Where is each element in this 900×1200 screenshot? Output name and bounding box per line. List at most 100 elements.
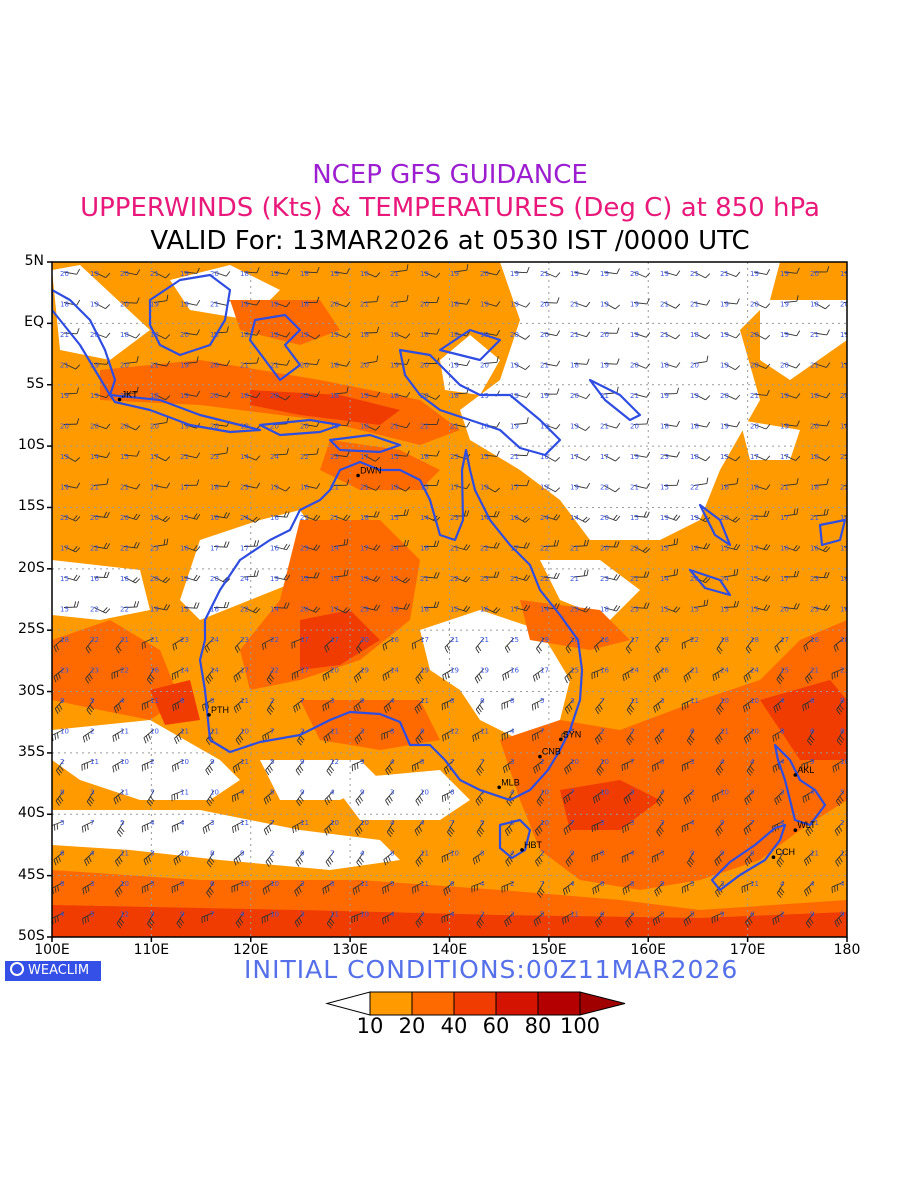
temp-value: 12 bbox=[120, 911, 129, 919]
wind-barb bbox=[385, 759, 395, 776]
temp-value: 8 bbox=[210, 850, 214, 858]
wind-barb bbox=[262, 637, 275, 650]
wind-barb bbox=[813, 545, 831, 553]
temp-value: 18 bbox=[120, 331, 129, 339]
wind-barb bbox=[385, 790, 395, 806]
wind-barb bbox=[382, 637, 395, 651]
wind-barb bbox=[536, 790, 545, 807]
temp-value: 5 bbox=[480, 819, 484, 827]
wind-barb bbox=[686, 729, 695, 746]
temp-value: 7 bbox=[450, 819, 454, 827]
wind-barb bbox=[393, 264, 409, 273]
temp-value: 22 bbox=[540, 545, 549, 553]
temp-value: 16 bbox=[840, 575, 849, 583]
temp-value: 21 bbox=[750, 514, 759, 522]
wind-barb bbox=[382, 668, 395, 682]
temp-value: 20 bbox=[300, 423, 309, 431]
temp-value: 20 bbox=[180, 331, 189, 339]
temp-value: 23 bbox=[630, 606, 639, 614]
temp-value: 3 bbox=[210, 819, 214, 827]
temp-value: 11 bbox=[300, 819, 309, 827]
wind-barb bbox=[356, 637, 365, 654]
temp-value: 19 bbox=[690, 514, 699, 522]
temp-value: 18 bbox=[360, 514, 369, 522]
lon-label: 150E bbox=[531, 942, 567, 958]
temp-value: 5 bbox=[840, 789, 844, 797]
wind-barb bbox=[603, 514, 621, 522]
wind-barb bbox=[471, 881, 485, 893]
temp-value: 18 bbox=[810, 301, 819, 309]
temp-value: 18 bbox=[420, 453, 429, 461]
wind-barb bbox=[266, 668, 275, 685]
temp-value: 21 bbox=[420, 575, 429, 583]
temp-value: 20 bbox=[810, 423, 819, 431]
temp-value: 19 bbox=[510, 301, 519, 309]
wind-barb bbox=[543, 297, 560, 304]
wind-barb bbox=[363, 355, 379, 364]
temp-value: 10 bbox=[270, 880, 279, 888]
temp-value: 22 bbox=[840, 453, 849, 461]
wind-barb bbox=[783, 570, 800, 578]
temp-value: 20 bbox=[330, 301, 339, 309]
temp-value: 7 bbox=[300, 697, 304, 705]
temp-value: 20 bbox=[690, 575, 699, 583]
wind-barb bbox=[146, 668, 155, 685]
temp-value: 21 bbox=[750, 392, 759, 400]
wind-barb bbox=[333, 301, 351, 308]
temp-value: 17 bbox=[150, 484, 159, 492]
temp-value: 11 bbox=[750, 880, 759, 888]
wind-barb bbox=[745, 637, 755, 654]
wind-barb bbox=[123, 450, 140, 457]
wind-barb bbox=[693, 543, 711, 550]
temp-value: 20 bbox=[780, 362, 789, 370]
wind-barb bbox=[393, 576, 411, 584]
temp-value: 19 bbox=[300, 331, 309, 339]
temp-value: 24 bbox=[630, 667, 639, 675]
wind-barb bbox=[633, 418, 650, 425]
temp-value: 6 bbox=[180, 697, 185, 705]
wind-barb bbox=[805, 912, 815, 929]
wind-barb bbox=[423, 572, 440, 579]
wind-barb bbox=[693, 421, 711, 428]
temp-value: 19 bbox=[720, 423, 729, 431]
station-label: SYN bbox=[563, 729, 582, 739]
wind-barb bbox=[123, 297, 140, 304]
wind-barb bbox=[141, 698, 155, 711]
wind-barb bbox=[681, 637, 695, 650]
temp-value: 19 bbox=[480, 484, 489, 492]
wind-barb bbox=[233, 851, 245, 866]
wind-barb bbox=[622, 881, 635, 895]
wind-barb bbox=[562, 912, 575, 925]
wind-barb bbox=[723, 298, 740, 305]
wind-barb bbox=[513, 302, 531, 308]
wind-barb bbox=[233, 698, 245, 714]
wind-barb bbox=[813, 571, 830, 579]
wind-barb bbox=[141, 881, 155, 894]
wind-barb bbox=[213, 481, 230, 488]
wind-barb bbox=[243, 357, 260, 364]
temp-value: 19 bbox=[540, 484, 549, 492]
wind-barb bbox=[807, 729, 815, 746]
temp-value: 15 bbox=[750, 575, 759, 583]
wind-barb bbox=[573, 301, 591, 308]
temp-value: 8 bbox=[420, 728, 424, 736]
wind-barb bbox=[835, 851, 845, 867]
temp-value: 10 bbox=[750, 728, 759, 736]
wind-barb bbox=[626, 729, 635, 746]
wind-barb bbox=[533, 759, 545, 774]
wind-barb bbox=[592, 790, 605, 804]
wind-barb bbox=[183, 545, 201, 552]
lon-label: 100E bbox=[34, 942, 70, 958]
temp-value: 18 bbox=[150, 392, 159, 400]
australia-coast bbox=[198, 448, 584, 802]
wind-barb bbox=[393, 422, 411, 429]
wind-barb bbox=[504, 637, 515, 654]
wind-barb bbox=[205, 668, 215, 684]
wind-barb bbox=[813, 266, 830, 273]
wind-barb bbox=[206, 790, 215, 807]
temp-value: 21 bbox=[540, 270, 549, 278]
wind-barb bbox=[183, 390, 201, 397]
wind-barb bbox=[741, 881, 755, 893]
temp-value: 20 bbox=[600, 331, 609, 339]
wind-barb bbox=[55, 790, 65, 807]
